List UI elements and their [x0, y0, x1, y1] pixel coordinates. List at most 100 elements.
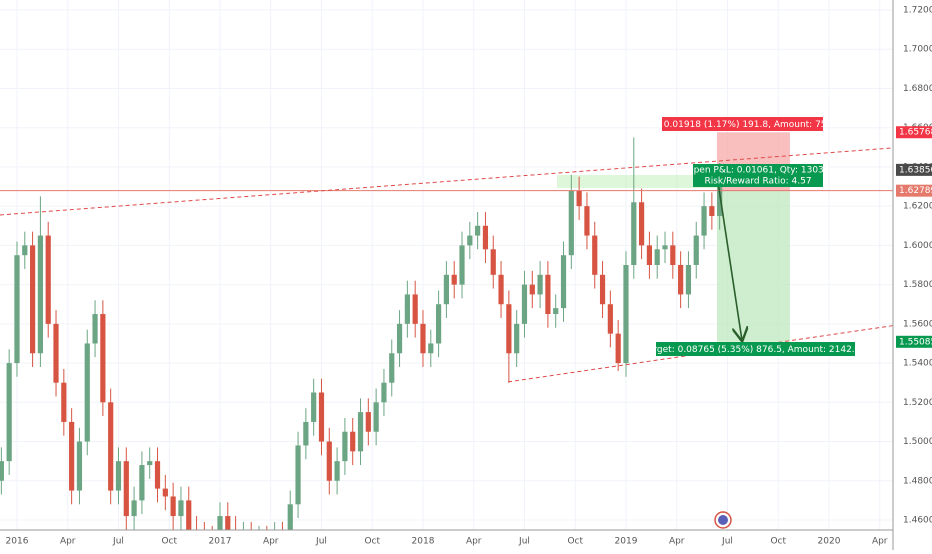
x-tick-label: 2019 — [615, 537, 638, 547]
candle-body — [170, 496, 176, 517]
candle-body — [475, 225, 481, 236]
candle-body — [662, 245, 668, 250]
candle-body — [178, 500, 184, 517]
candle-body — [678, 265, 684, 295]
x-tick-label: Jul — [112, 537, 124, 547]
x-tick-label: Oct — [770, 537, 786, 547]
x-tick-label: Apr — [60, 537, 76, 547]
x-tick-label: Apr — [466, 537, 482, 547]
zones — [716, 132, 790, 342]
candle-body — [685, 265, 692, 295]
x-tick-label: Apr — [872, 537, 888, 547]
candle-body — [537, 274, 543, 295]
range-highlight — [557, 175, 717, 188]
y-tick-label: 1.46000 — [903, 515, 932, 525]
stop-box — [662, 117, 823, 131]
candle-body — [217, 516, 223, 530]
x-tick-label: Jul — [721, 537, 733, 547]
y-tick-label: 1.52000 — [903, 398, 932, 408]
price-label: 1.65768 — [899, 128, 932, 138]
candle-body — [420, 323, 426, 354]
target-box — [656, 342, 855, 356]
candle-body — [92, 314, 98, 344]
y-tick-label: 1.48000 — [903, 476, 932, 486]
candle-body — [45, 235, 51, 324]
candle-body — [576, 190, 582, 207]
x-tick-label: Oct — [161, 537, 177, 547]
y-tick-label: 1.58000 — [903, 280, 932, 290]
candle-body — [303, 421, 309, 446]
candle-body — [123, 461, 129, 517]
candle-body — [560, 255, 567, 309]
candle-body — [506, 304, 512, 354]
candle-body — [592, 235, 598, 275]
candle-body — [435, 304, 442, 344]
x-tick-label: 2016 — [6, 537, 29, 547]
rr-label: Risk/Reward Ratio: 4.57 — [704, 177, 811, 187]
candle-body — [709, 206, 715, 216]
candle-body — [342, 431, 348, 462]
candle-body — [311, 392, 317, 422]
x-tick-label: 2017 — [209, 537, 232, 547]
candle-body — [599, 274, 606, 305]
price-label-box — [896, 163, 932, 176]
candle-body — [646, 245, 653, 265]
candle-body — [404, 294, 410, 324]
candle-body — [670, 245, 676, 265]
candle-body — [443, 274, 450, 305]
candle-body — [295, 445, 301, 505]
candle-body — [139, 465, 145, 501]
price-label-box — [896, 184, 932, 197]
candle-body — [108, 402, 114, 491]
arrow — [716, 174, 742, 340]
candle-body — [186, 500, 192, 530]
candle-body — [451, 274, 457, 285]
candle-body — [482, 225, 489, 250]
drawings — [0, 147, 893, 383]
position-labels: Stop: 0.01918 (1.17%) 191.8, Amount: 750… — [637, 117, 866, 356]
x-tick-label: Jul — [518, 537, 530, 547]
x-tick-label: Oct — [364, 537, 380, 547]
candle-body — [521, 284, 528, 324]
candle-body — [115, 461, 122, 491]
candle-body — [154, 461, 161, 489]
y-tick-label: 1.50000 — [903, 437, 932, 447]
y-tick-label: 1.68000 — [903, 84, 932, 94]
candle-body — [76, 441, 83, 491]
candle-body — [162, 488, 168, 497]
x-tick-label: 2018 — [412, 537, 435, 547]
pl-label: Open P&L: 0.01061, Qty: 13034 — [687, 166, 830, 176]
candle-body — [6, 363, 12, 462]
candle-body — [29, 245, 36, 354]
candle-body — [131, 500, 137, 517]
target-label: Target: 0.08765 (5.35%) 876.5, Amount: 2… — [643, 345, 866, 355]
x-tick-label: Jul — [315, 537, 327, 547]
x-tick-label: Oct — [567, 537, 583, 547]
candle-body — [514, 323, 520, 354]
candle-body — [326, 441, 332, 481]
candle-body — [553, 308, 559, 315]
y-tick-label: 1.62000 — [903, 202, 932, 212]
y-tick-label: 1.60000 — [903, 241, 932, 251]
candle-body — [334, 461, 340, 481]
trend-line — [0, 147, 893, 216]
candle-body — [14, 255, 20, 364]
candle-body — [545, 274, 551, 315]
y-tick-label: 1.56000 — [903, 319, 932, 329]
candle-body — [100, 314, 106, 403]
candle-body — [615, 333, 621, 364]
y-tick-label: 1.72000 — [903, 6, 932, 16]
candle-body — [373, 402, 379, 432]
candle-body — [607, 304, 613, 334]
candle-body — [53, 323, 59, 383]
y-tick-label: 1.70000 — [903, 45, 932, 55]
price-label-box — [896, 126, 932, 139]
candle-body — [623, 265, 629, 364]
candle-body — [459, 245, 465, 285]
candle-body — [693, 235, 699, 265]
candle-body — [84, 343, 90, 442]
price-label-box — [896, 335, 932, 348]
candle-body — [701, 206, 707, 236]
axes: 1.46000 1.48000 1.50000 1.52000 1.54000 1.560… — [6, 6, 932, 547]
